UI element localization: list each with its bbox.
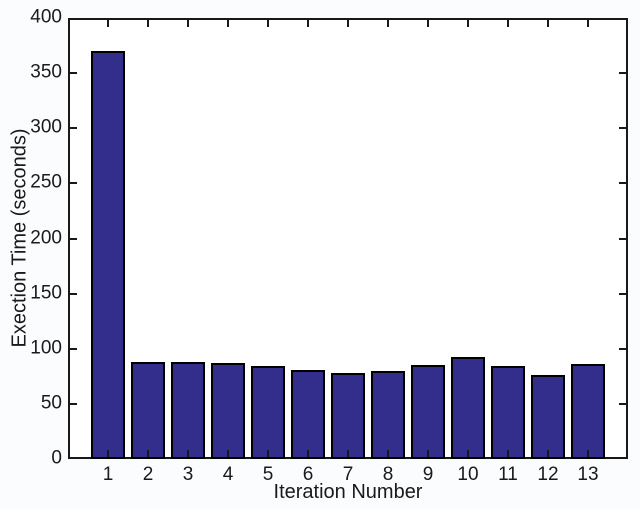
- y-tick-right-200: [619, 237, 626, 240]
- x-tick-bottom-9: [427, 450, 429, 457]
- y-tick-right-50: [619, 402, 626, 405]
- bar-iteration-5: [251, 366, 285, 459]
- x-tick-bottom-7: [347, 450, 349, 457]
- x-tick-bottom-10: [467, 450, 469, 457]
- y-tick-label-250: 250: [30, 171, 62, 193]
- x-tick-label-1: 1: [102, 464, 114, 485]
- bar-iteration-1: [91, 51, 125, 459]
- x-tick-bottom-5: [267, 450, 269, 457]
- y-tick-right-100: [619, 347, 626, 350]
- x-tick-label-7: 7: [342, 464, 354, 485]
- x-tick-label-10: 10: [457, 464, 479, 485]
- x-tick-top-1: [107, 20, 109, 27]
- y-tick-label-200: 200: [30, 227, 62, 249]
- x-tick-label-11: 11: [498, 464, 518, 485]
- bar-iteration-8: [371, 370, 405, 459]
- y-tick-left-100: [70, 347, 77, 350]
- x-tick-bottom-6: [307, 450, 309, 457]
- y-tick-right-250: [619, 182, 626, 185]
- y-tick-left-200: [70, 237, 77, 240]
- bar-iteration-2: [131, 362, 165, 459]
- x-tick-bottom-12: [547, 450, 549, 457]
- bar-iteration-7: [331, 373, 365, 459]
- y-axis-label: Exection Time (seconds): [8, 128, 31, 348]
- y-tick-right-350: [619, 72, 626, 75]
- x-tick-top-5: [267, 20, 269, 27]
- x-tick-bottom-11: [507, 450, 509, 457]
- x-tick-top-8: [387, 20, 389, 27]
- y-tick-label-100: 100: [30, 337, 62, 359]
- x-tick-bottom-4: [227, 450, 229, 457]
- bar-iteration-4: [211, 363, 245, 459]
- x-tick-label-5: 5: [262, 464, 274, 485]
- x-axis-label: Iteration Number: [273, 481, 423, 503]
- x-tick-bottom-1: [107, 450, 109, 457]
- x-tick-bottom-2: [147, 450, 149, 457]
- x-tick-label-6: 6: [302, 464, 314, 485]
- y-tick-left-250: [70, 182, 77, 185]
- x-tick-bottom-13: [587, 450, 589, 457]
- x-tick-label-13: 13: [577, 464, 599, 485]
- bar-iteration-12: [531, 375, 565, 459]
- y-tick-label-300: 300: [30, 116, 62, 138]
- x-tick-top-13: [587, 20, 589, 27]
- x-tick-top-10: [467, 20, 469, 27]
- bar-iteration-6: [291, 369, 325, 459]
- bar-iteration-11: [491, 366, 525, 459]
- y-tick-label-50: 50: [40, 392, 62, 414]
- x-tick-top-2: [147, 20, 149, 27]
- y-tick-label-150: 150: [30, 282, 62, 304]
- y-tick-left-300: [70, 127, 77, 130]
- x-tick-top-12: [547, 20, 549, 27]
- x-tick-label-12: 12: [537, 464, 559, 485]
- x-tick-top-6: [307, 20, 309, 27]
- x-tick-top-4: [227, 20, 229, 27]
- y-tick-left-150: [70, 292, 77, 295]
- y-tick-right-300: [619, 127, 626, 130]
- x-tick-top-11: [507, 20, 509, 27]
- x-tick-label-9: 9: [422, 464, 434, 485]
- bar-iteration-9: [411, 365, 445, 459]
- y-tick-label-350: 350: [30, 61, 62, 83]
- y-tick-label-400: 400: [30, 6, 62, 28]
- y-tick-left-350: [70, 72, 77, 75]
- bar-iteration-10: [451, 356, 485, 459]
- bar-iteration-3: [171, 362, 205, 459]
- y-tick-label-0: 0: [51, 447, 62, 469]
- x-tick-label-4: 4: [222, 464, 234, 485]
- x-tick-label-2: 2: [142, 464, 154, 485]
- x-tick-label-8: 8: [382, 464, 394, 485]
- x-tick-top-9: [427, 20, 429, 27]
- y-tick-left-50: [70, 402, 77, 405]
- x-tick-label-3: 3: [182, 464, 194, 485]
- bar-iteration-13: [571, 364, 605, 459]
- x-tick-bottom-8: [387, 450, 389, 457]
- x-tick-bottom-3: [187, 450, 189, 457]
- x-tick-top-3: [187, 20, 189, 27]
- x-tick-top-7: [347, 20, 349, 27]
- y-tick-right-150: [619, 292, 626, 295]
